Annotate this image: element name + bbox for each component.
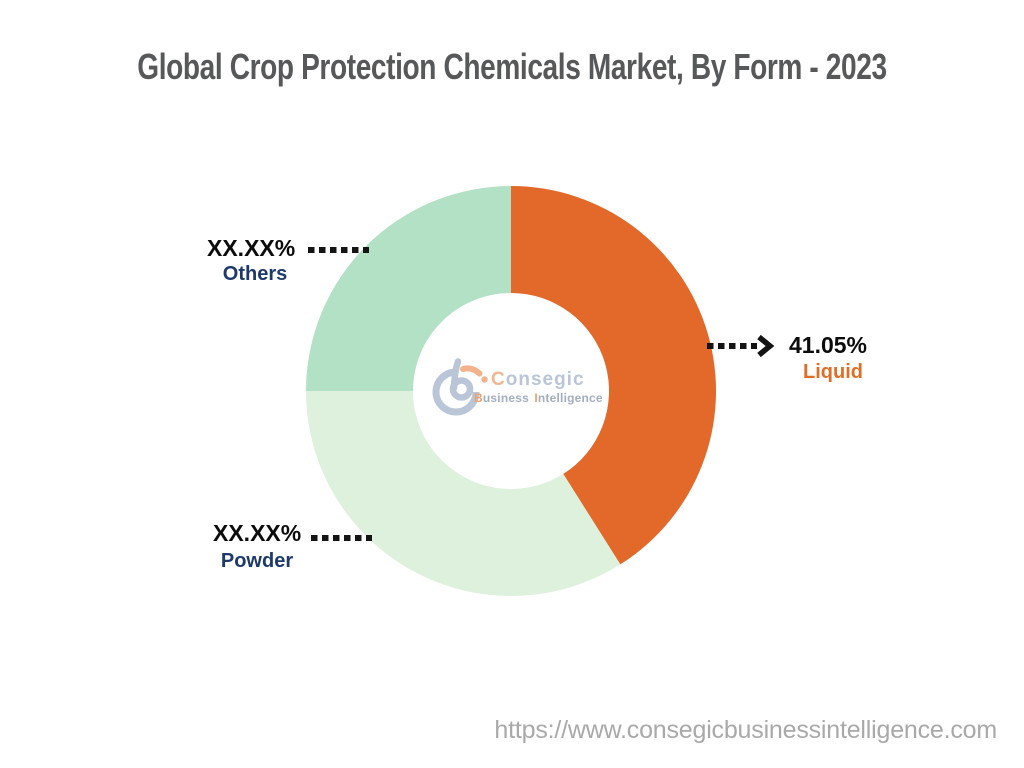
source-url: https://www.consegicbusinessintelligence… <box>494 716 997 744</box>
powder-value: XX.XX% <box>213 520 302 546</box>
chart-title: Global Crop Protection Chemicals Market,… <box>137 46 887 87</box>
donut-chart-svg <box>306 186 716 596</box>
donut-chart <box>290 171 730 611</box>
donut-segment-others <box>306 186 511 391</box>
logo-swoosh <box>460 365 483 377</box>
logo-sub-word2-initial: I <box>534 391 538 405</box>
others-label: Others <box>222 263 288 285</box>
donut-segment-powder <box>306 391 621 596</box>
powder-label: Powder <box>220 550 294 572</box>
logo-brand-initial: C <box>491 369 506 390</box>
liquid-value: 41.05% <box>789 332 868 358</box>
liquid-arrow-icon <box>757 334 775 358</box>
logo-dot <box>481 376 488 383</box>
others-leader-line <box>308 247 369 253</box>
logo-b-bowl <box>449 377 474 401</box>
consegic-logo: Consegic Business Intelligence <box>427 346 627 426</box>
consegic-logo-mark-icon <box>432 358 488 416</box>
logo-brand-text: Consegic <box>491 369 585 391</box>
donut-segment-liquid <box>511 186 716 565</box>
logo-sub-word1-rest: usiness <box>482 391 529 405</box>
logo-subtitle-text: Business Intelligence <box>474 391 603 405</box>
others-value: XX.XX% <box>207 235 296 261</box>
logo-sub-word2-rest: ntelligence <box>537 391 603 405</box>
powder-leader-line <box>311 535 372 541</box>
liquid-leader-line <box>707 343 757 349</box>
logo-brand-rest: onsegic <box>505 369 585 390</box>
liquid-label: Liquid <box>803 361 863 383</box>
logo-sub-word1-initial: B <box>474 391 483 405</box>
